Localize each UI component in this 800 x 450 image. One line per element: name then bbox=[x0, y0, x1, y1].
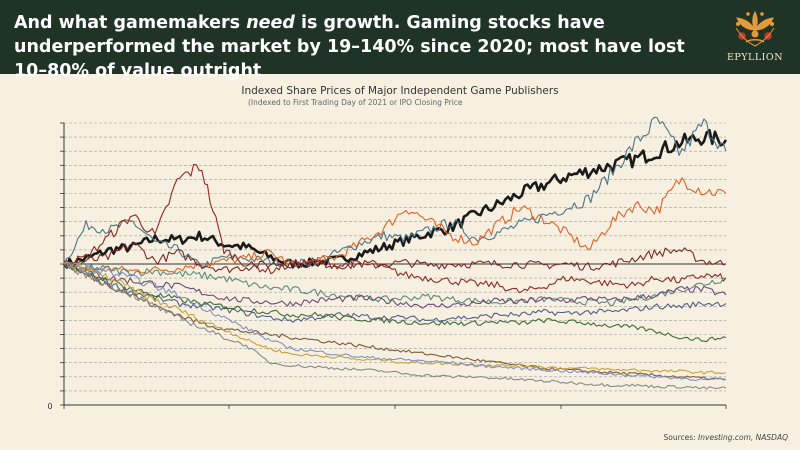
source-label: Sources: bbox=[663, 433, 699, 442]
chart-title: Indexed Share Prices of Major Independen… bbox=[241, 85, 559, 97]
headline-part-b: is growth. Gaming stocks have underperfo… bbox=[14, 13, 685, 81]
series-line-10 bbox=[63, 263, 727, 381]
series-line-11 bbox=[63, 261, 727, 375]
series-line-13 bbox=[63, 262, 727, 390]
series-line-7 bbox=[63, 263, 727, 309]
series-line-1 bbox=[62, 129, 728, 269]
chart-axes bbox=[60, 122, 727, 409]
header-banner: And what gamemakers need is growth. Gami… bbox=[0, 0, 800, 81]
chart-series-lines bbox=[62, 116, 728, 390]
series-line-12 bbox=[63, 262, 727, 382]
headline-emphasis: need bbox=[246, 13, 295, 33]
headline-part-a: And what gamemakers bbox=[14, 13, 247, 33]
series-line-8 bbox=[63, 262, 727, 323]
floral-ornament-icon bbox=[735, 10, 775, 47]
epyllion-logo: EPYLLION bbox=[718, 6, 792, 70]
headline: And what gamemakers need is growth. Gami… bbox=[14, 11, 704, 83]
series-line-9 bbox=[63, 263, 727, 343]
y-tick-label: 0 bbox=[47, 402, 52, 411]
source-note: Sources: Investing.com, NASDAQ bbox=[663, 433, 788, 442]
chart-subtitle: (Indexed to First Trading Day of 2021 or… bbox=[248, 98, 463, 107]
series-line-2 bbox=[63, 116, 727, 270]
series-line-4 bbox=[63, 242, 727, 274]
series-line-6 bbox=[63, 260, 727, 307]
series-line-3 bbox=[63, 177, 727, 274]
logo-text: EPYLLION bbox=[726, 52, 784, 63]
source-text: Investing.com, NASDAQ bbox=[698, 433, 788, 442]
series-line-5 bbox=[63, 163, 727, 294]
